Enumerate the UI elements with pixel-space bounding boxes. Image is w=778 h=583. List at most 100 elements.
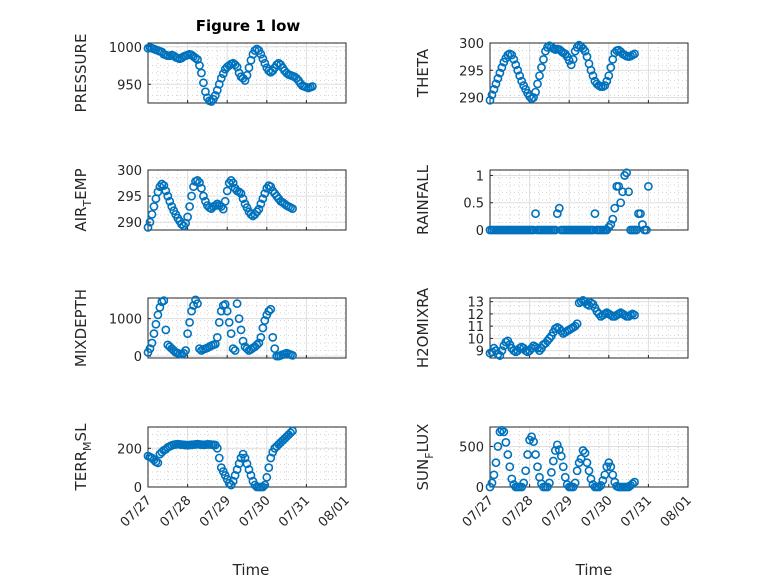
data-point — [503, 450, 513, 459]
data-point — [288, 350, 297, 360]
data-point — [197, 68, 206, 78]
data-point — [552, 209, 562, 219]
data-point — [256, 199, 266, 209]
subplot-sun-flux: 0 500 07/27 07/28 07/29 07/30 07/31 08/01 SUNFLU… — [414, 424, 695, 531]
data-point — [254, 204, 264, 214]
data-point — [149, 202, 159, 211]
data-point — [214, 453, 224, 463]
data-point — [624, 187, 633, 197]
data-point — [495, 351, 505, 360]
data-point — [630, 477, 639, 487]
axes-frame — [147, 297, 347, 359]
data-point — [533, 79, 542, 89]
data-point — [499, 427, 509, 437]
data-point — [260, 58, 270, 68]
y-tick-label: 290 — [117, 216, 142, 231]
data-point — [242, 203, 252, 212]
data-point — [163, 191, 173, 201]
data-point — [286, 428, 295, 438]
y-tick-label: 0 — [476, 481, 484, 496]
data-point — [214, 317, 224, 327]
y-tick-label: 9 — [476, 345, 484, 360]
y-axis-label: PRESSURE — [72, 34, 90, 113]
data-point — [507, 474, 517, 484]
data-point — [572, 466, 582, 476]
data-point — [497, 346, 507, 356]
data-point — [230, 60, 240, 70]
data-point — [618, 187, 628, 197]
data-point — [533, 462, 542, 472]
data-point — [230, 346, 240, 355]
data-point — [210, 91, 220, 100]
y-axis-label: H2OMIXRA — [414, 287, 432, 368]
data-point — [234, 314, 244, 324]
subplot-rainfall: 0 0.5 1 RAINFALL — [414, 164, 689, 239]
data-point — [507, 50, 517, 60]
data-point — [622, 168, 632, 178]
data-point — [216, 306, 226, 316]
data-point — [206, 97, 216, 106]
data-point — [195, 178, 204, 187]
data-point — [256, 332, 266, 342]
data-point — [642, 225, 651, 235]
data-point — [268, 332, 278, 342]
data-point — [521, 466, 531, 476]
data-point — [596, 480, 606, 490]
x-tick-label: 07/30 — [237, 493, 274, 530]
data-point — [531, 87, 540, 97]
data-point — [232, 299, 242, 309]
data-point — [513, 65, 523, 75]
data-point — [644, 181, 653, 191]
data-point — [199, 78, 208, 88]
data-point — [570, 478, 580, 488]
data-point — [493, 74, 503, 83]
data-point — [260, 316, 270, 325]
data-point — [556, 451, 566, 461]
data-point — [602, 76, 612, 86]
data-point — [153, 187, 163, 197]
y-tick-label: 290 — [459, 92, 484, 107]
data-point — [242, 344, 252, 354]
x-tick-label: 07/27 — [118, 493, 155, 530]
data-point — [260, 189, 270, 198]
data-point — [161, 186, 171, 196]
x-axis-label-right: Time — [575, 561, 613, 579]
data-point — [228, 476, 238, 486]
y-axis-label: AIRTEMP — [72, 168, 94, 231]
data-point — [159, 181, 169, 191]
data-point — [537, 63, 546, 72]
data-point — [543, 42, 552, 52]
data-point — [535, 71, 544, 81]
data-point — [236, 189, 246, 198]
data-point — [199, 191, 208, 201]
data-point — [487, 478, 497, 488]
figure-title: Figure 1 low — [196, 17, 301, 35]
axes-frame — [489, 42, 689, 104]
data-point — [590, 209, 600, 219]
data-point — [606, 220, 616, 229]
data-point — [491, 458, 501, 468]
data-point — [485, 95, 495, 105]
x-tick-label: 07/29 — [539, 493, 576, 530]
axes-frame — [147, 169, 347, 231]
data-point — [529, 437, 538, 446]
y-tick-label: 1 — [476, 169, 484, 184]
y-axis-label: MIXDEPTH — [72, 289, 90, 367]
data-point — [264, 306, 274, 316]
data-point — [185, 317, 194, 327]
data-point — [222, 186, 232, 196]
data-point — [582, 458, 592, 468]
y-tick-label: 200 — [117, 442, 142, 457]
data-point — [531, 450, 540, 459]
data-point — [566, 60, 576, 70]
data-point — [288, 204, 297, 214]
data-point — [258, 194, 268, 204]
y-tick-label: 295 — [459, 64, 484, 79]
data-point — [517, 76, 527, 86]
y-axis-label: RAINFALL — [414, 164, 432, 235]
subplot-terr-msl: 0 200 07/27 07/28 07/29 07/30 07/31 08/01 TERRMS… — [72, 423, 353, 530]
data-point — [252, 340, 262, 350]
data-point — [572, 42, 582, 52]
